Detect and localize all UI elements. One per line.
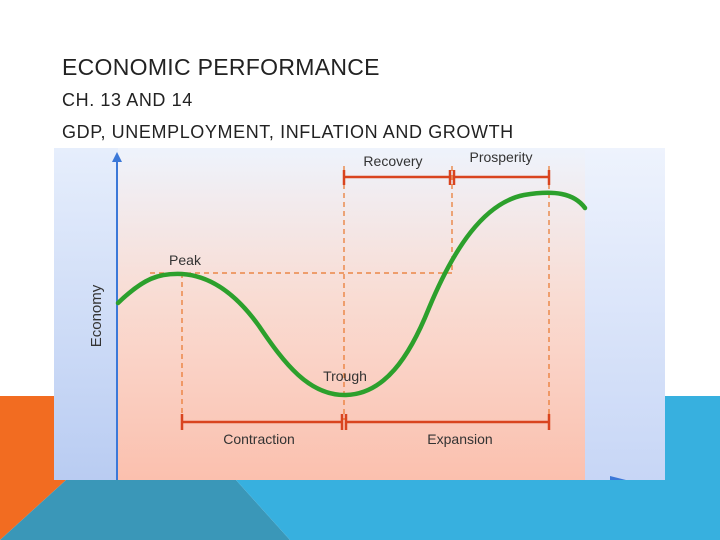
business-cycle-curve [115,190,588,398]
y-axis-label: Economy [88,284,105,347]
slide-title-block: ECONOMIC PERFORMANCE CH. 13 AND 14 GDP, … [62,52,514,146]
y-axis-arrow-icon [112,152,122,162]
business-cycle-diagram: Economy Reco [54,148,665,480]
expansion-label: Expansion [427,431,492,447]
x-axis-arrow-icon [610,476,626,480]
contraction-label: Contraction [223,431,295,447]
trough-label: Trough [323,368,367,384]
slide-subtitle-line-2: GDP, UNEMPLOYMENT, INFLATION AND GROWTH [62,122,514,142]
diagram-right-band [585,148,665,480]
diagram-plot-background [118,148,585,480]
peak-label: Peak [169,252,202,268]
light-blue-bottom-shape [236,480,720,540]
orange-corner-shape [0,396,66,540]
recovery-label: Recovery [363,153,422,169]
slide-subtitle-line-1: CH. 13 AND 14 [62,90,193,110]
diagram-left-band [54,148,118,480]
slide-title: ECONOMIC PERFORMANCE [62,54,380,80]
prosperity-label: Prosperity [469,149,532,165]
dark-blue-bottom-shape [0,480,290,540]
